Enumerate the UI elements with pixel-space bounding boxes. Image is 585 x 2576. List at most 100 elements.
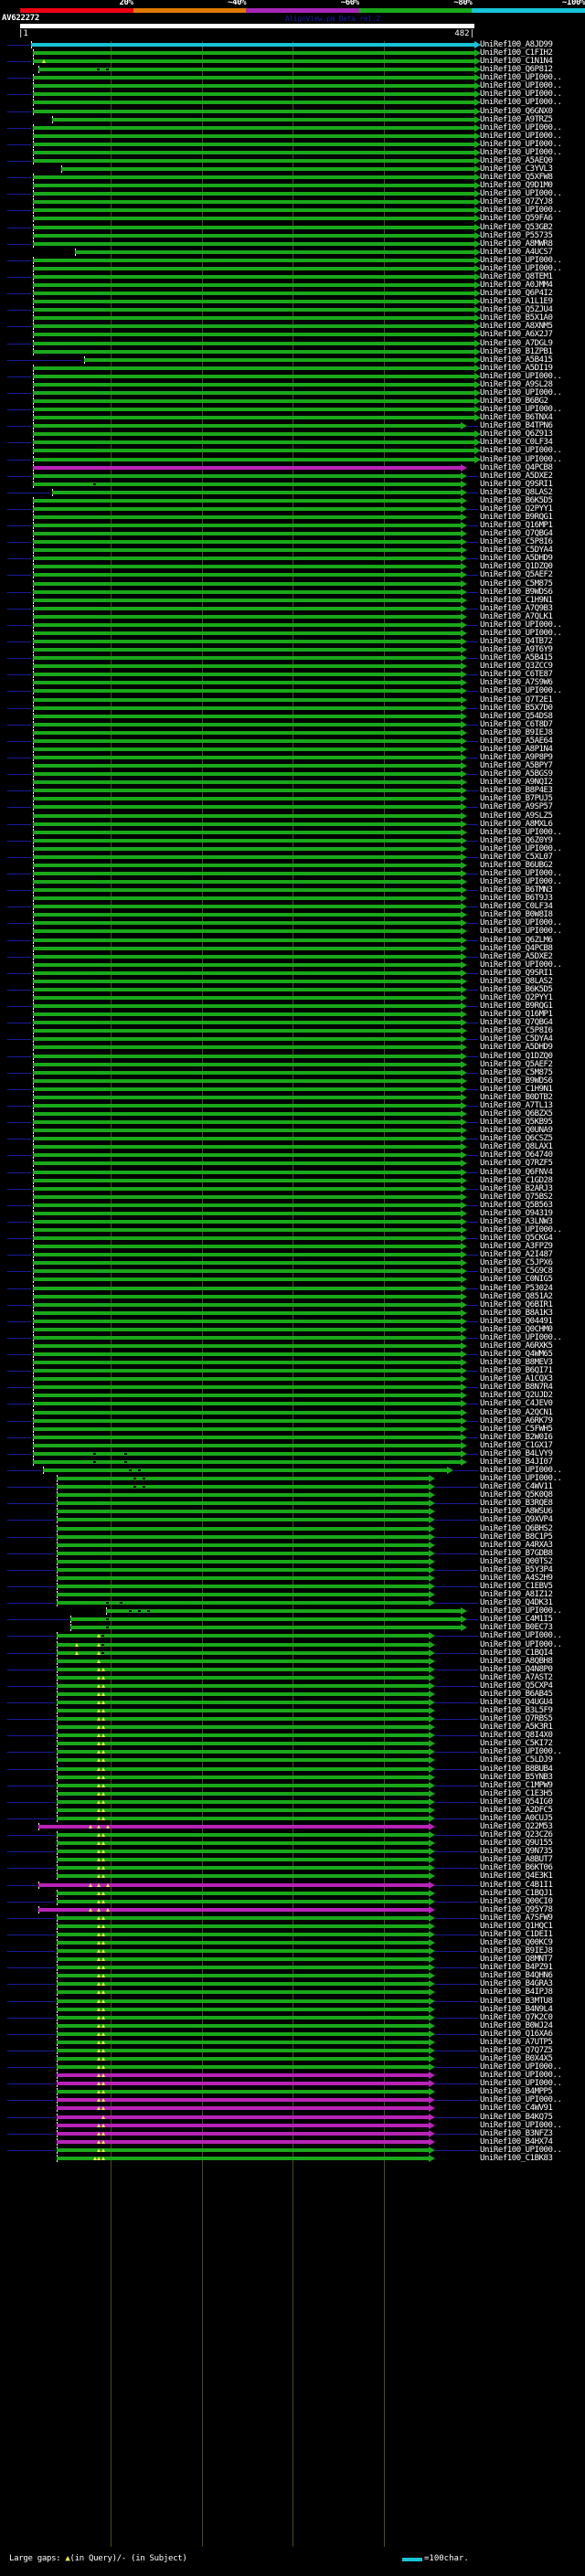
hit-accession-label[interactable]: UniRef100_C1MPW9	[480, 1780, 553, 1790]
alignment-row[interactable]: UniRef100_UPI000..	[0, 1225, 585, 1235]
alignment-row[interactable]: UniRef100_P55735	[0, 231, 585, 240]
hit-accession-label[interactable]: UniRef100_Q6BIR1	[480, 1299, 553, 1309]
hit-bar[interactable]	[32, 532, 462, 536]
hit-accession-label[interactable]: UniRef100_C1EBV5	[480, 1582, 553, 1592]
alignment-row[interactable]: UniRef100_Q4PCB8	[0, 463, 585, 472]
alignment-row[interactable]: UniRef100_C6TE87	[0, 670, 585, 679]
hit-bar[interactable]	[60, 167, 474, 172]
alignment-row[interactable]: UniRef100_A2I487	[0, 1250, 585, 1259]
hit-accession-label[interactable]: UniRef100_A5B415	[480, 653, 553, 663]
hit-bar[interactable]	[32, 1361, 462, 1365]
hit-bar[interactable]	[32, 764, 462, 769]
hit-accession-label[interactable]: UniRef100_Q7Q7Z5	[480, 2045, 553, 2055]
hit-bar[interactable]	[56, 1534, 430, 1539]
hit-bar[interactable]	[32, 1253, 462, 1257]
alignment-row[interactable]: UniRef100_Q9SRI1	[0, 969, 585, 978]
hit-bar[interactable]	[32, 1277, 462, 1282]
hit-bar[interactable]	[56, 2057, 430, 2061]
alignment-row[interactable]: UniRef100_A9T6Y9	[0, 645, 585, 654]
hit-accession-label[interactable]: UniRef100_O94319	[480, 1208, 553, 1218]
hit-bar[interactable]	[32, 970, 462, 975]
hit-accession-label[interactable]: UniRef100_Q5CXP4	[480, 1680, 553, 1691]
hit-accession-label[interactable]: UniRef100_Q8TEM1	[480, 271, 553, 281]
hit-bar[interactable]	[32, 1294, 462, 1299]
hit-accession-label[interactable]: UniRef100_Q16XA6	[480, 2029, 553, 2039]
alignment-row[interactable]: UniRef100_B6K5D5	[0, 985, 585, 994]
alignment-row[interactable]: UniRef100_Q9XVP4	[0, 1515, 585, 1524]
hit-accession-label[interactable]: UniRef100_B0EC73	[480, 1623, 553, 1633]
hit-accession-label[interactable]: UniRef100_Q16MP1	[480, 1010, 553, 1020]
hit-bar[interactable]	[32, 714, 462, 718]
alignment-row[interactable]: UniRef100_UPI000..	[0, 869, 585, 878]
hit-bar[interactable]	[56, 1709, 430, 1713]
hit-accession-label[interactable]: UniRef100_B4LVY9	[480, 1448, 553, 1458]
hit-bar[interactable]	[56, 1634, 430, 1638]
alignment-row[interactable]: UniRef100_C1GX17	[0, 1441, 585, 1450]
hit-bar[interactable]	[32, 689, 462, 694]
alignment-row[interactable]: UniRef100_Q5K0Q8	[0, 1490, 585, 1500]
hit-bar[interactable]	[32, 92, 474, 97]
alignment-row[interactable]: UniRef100_UPI000..	[0, 123, 585, 133]
alignment-row[interactable]: UniRef100_C5M875	[0, 1068, 585, 1077]
alignment-row[interactable]: UniRef100_O94319	[0, 1208, 585, 1218]
hit-accession-label[interactable]: UniRef100_UPI000..	[480, 1332, 562, 1342]
hit-accession-label[interactable]: UniRef100_B9IEJ8	[480, 727, 553, 737]
hit-bar[interactable]	[56, 2131, 430, 2136]
hit-bar[interactable]	[32, 614, 462, 619]
alignment-row[interactable]: UniRef100_Q6BHS2	[0, 1524, 585, 1533]
hit-accession-label[interactable]: UniRef100_A7SFW9	[480, 1913, 553, 1923]
alignment-row[interactable]: UniRef100_Q00KC9	[0, 1938, 585, 1947]
hit-bar[interactable]	[32, 175, 474, 180]
alignment-row[interactable]: UniRef100_B9WDS6	[0, 1076, 585, 1086]
hit-bar[interactable]	[56, 2082, 430, 2086]
hit-bar[interactable]	[56, 1941, 430, 1945]
hit-accession-label[interactable]: UniRef100_B9WDS6	[480, 587, 553, 597]
alignment-row[interactable]: UniRef100_C1GD28	[0, 1176, 585, 1185]
alignment-row[interactable]: UniRef100_C4WV11	[0, 1482, 585, 1491]
alignment-row[interactable]: UniRef100_C1N1N4	[0, 57, 585, 66]
alignment-row[interactable]: UniRef100_B4MPP5	[0, 2087, 585, 2096]
alignment-row[interactable]: UniRef100_Q6FNV4	[0, 1168, 585, 1177]
alignment-row[interactable]: UniRef100_Q5KB95	[0, 1118, 585, 1127]
hit-accession-label[interactable]: UniRef100_UPI000..	[480, 2062, 562, 2072]
alignment-row[interactable]: UniRef100_C5KI72	[0, 1739, 585, 1748]
hit-bar[interactable]	[32, 705, 462, 710]
alignment-row[interactable]: UniRef100_C5DYA4	[0, 1034, 585, 1044]
hit-accession-label[interactable]: UniRef100_C5P8I6	[480, 1026, 553, 1036]
alignment-row[interactable]: UniRef100_UPI000..	[0, 73, 585, 82]
alignment-row[interactable]: UniRef100_Q6Z0Y9	[0, 836, 585, 845]
hit-bar[interactable]	[32, 1443, 462, 1447]
hit-bar[interactable]	[32, 300, 474, 304]
hit-bar[interactable]	[56, 1766, 430, 1771]
hit-bar[interactable]	[32, 225, 474, 229]
alignment-row[interactable]: UniRef100_C1DEI1	[0, 1930, 585, 1939]
alignment-row[interactable]: UniRef100_A9P8P9	[0, 753, 585, 762]
hit-accession-label[interactable]: UniRef100_Q0UNA9	[480, 1126, 553, 1136]
alignment-row[interactable]: UniRef100_UPI000..	[0, 2079, 585, 2088]
hit-accession-label[interactable]: UniRef100_A5B415	[480, 355, 553, 365]
hit-accession-label[interactable]: UniRef100_B4KQ75	[480, 2112, 553, 2122]
alignment-row[interactable]: UniRef100_UPI000..	[0, 90, 585, 99]
hit-accession-label[interactable]: UniRef100_Q4TB72	[480, 637, 553, 647]
alignment-row[interactable]: UniRef100_UPI000..	[0, 918, 585, 928]
alignment-row[interactable]: UniRef100_UPI000..	[0, 2121, 585, 2130]
hit-accession-label[interactable]: UniRef100_A2QCN1	[480, 1407, 553, 1417]
alignment-row[interactable]: UniRef100_UPI000..	[0, 264, 585, 273]
hit-bar[interactable]	[56, 1683, 430, 1688]
hit-accession-label[interactable]: UniRef100_UPI000..	[480, 81, 562, 91]
alignment-row[interactable]: UniRef100_A1L1E9	[0, 297, 585, 306]
alignment-row[interactable]: UniRef100_C1MPW9	[0, 1780, 585, 1790]
hit-bar[interactable]	[56, 1858, 430, 1862]
hit-bar[interactable]	[32, 979, 462, 983]
alignment-row[interactable]: UniRef100_B0DTB2	[0, 1093, 585, 1102]
hit-bar[interactable]	[32, 217, 474, 221]
alignment-row[interactable]: UniRef100_B4N9L4	[0, 2005, 585, 2014]
alignment-row[interactable]: UniRef100_A5DI19	[0, 364, 585, 373]
hit-accession-label[interactable]: UniRef100_UPI000..	[480, 131, 562, 141]
alignment-row[interactable]: UniRef100_Q0UNA9	[0, 1126, 585, 1136]
hit-accession-label[interactable]: UniRef100_A9TRZ5	[480, 114, 553, 124]
hit-bar[interactable]	[32, 789, 462, 793]
hit-bar[interactable]	[37, 1825, 430, 1829]
hit-bar[interactable]	[32, 1103, 462, 1108]
alignment-row[interactable]: UniRef100_O64740	[0, 1150, 585, 1160]
